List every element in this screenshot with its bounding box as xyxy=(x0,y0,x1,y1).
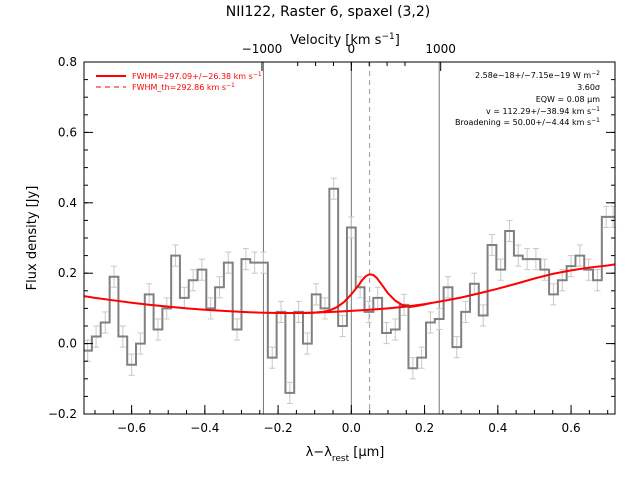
x-tick-label: 0.6 xyxy=(562,421,581,435)
x-tick-label: −0.4 xyxy=(190,421,219,435)
plot-area xyxy=(83,177,617,404)
top-tick-label: −1000 xyxy=(242,42,283,56)
legend-text-fwhm: FWHM=297.09+/−26.38 km s xyxy=(132,72,253,81)
annotation-flux: 2.58e−18+/−7.15e−19 W m−2 xyxy=(475,70,600,81)
y-axis-label: Flux density [Jy] xyxy=(25,186,40,291)
x-axis-label-main: λ−λ xyxy=(306,445,333,460)
legend-label-fwhm-th: FWHM_th=292.86 km s−1 xyxy=(132,82,235,93)
annotation-velocity: v = 112.29+/−38.94 km s−1 xyxy=(486,106,600,117)
x-tick-label: 0.0 xyxy=(342,421,361,435)
data-step-line xyxy=(84,187,615,394)
axes: −0.6 −0.4 −0.2 0.0 0.2 0.4 0.6 −0.2 0.0 0.2 0.4 0.6… xyxy=(48,42,616,435)
annotation-velocity-sup: −1 xyxy=(591,106,600,113)
legend-sup-fwhm-th: −1 xyxy=(226,82,235,89)
annotation-flux-text: 2.58e−18+/−7.15e−19 W m xyxy=(475,71,591,80)
top-axis-label-main: Velocity [km s xyxy=(290,33,382,48)
annotation-broadening-text: Broadening = 50.00+/−4.44 km s xyxy=(455,118,591,127)
annotation-sigma-text: 3.60σ xyxy=(577,83,600,92)
legend: FWHM=297.09+/−26.38 km s−1 FWHM_th=292.8… xyxy=(96,71,262,93)
continuum-model-line xyxy=(83,263,616,314)
top-axis-label-sup: −1 xyxy=(381,32,394,42)
gaussian-fit-line xyxy=(300,273,433,314)
top-axis-label: Velocity [km s−1] xyxy=(290,32,400,48)
x-axis-label-unit: [μm] xyxy=(349,445,384,460)
y-tick-label: 0.0 xyxy=(58,337,77,351)
legend-sup-fwhm: −1 xyxy=(253,71,262,78)
annotations: 2.58e−18+/−7.15e−19 W m−2 3.60σ EQW = 0.… xyxy=(455,70,600,128)
x-axis-label: λ−λrest [μm] xyxy=(306,445,385,464)
top-tick-label: 1000 xyxy=(425,42,456,56)
x-tick-label: 0.4 xyxy=(488,421,507,435)
legend-label-fwhm: FWHM=297.09+/−26.38 km s−1 xyxy=(132,71,262,82)
chart-title: NII122, Raster 6, spaxel (3,2) xyxy=(226,4,431,20)
x-tick-label: −0.6 xyxy=(117,421,146,435)
annotation-velocity-text: v = 112.29+/−38.94 km s xyxy=(486,107,591,116)
reference-lines xyxy=(262,62,440,414)
top-tick-label: 0 xyxy=(348,42,356,56)
x-tick-label: 0.2 xyxy=(415,421,434,435)
annotation-flux-sup: −2 xyxy=(591,70,600,77)
legend-text-fwhm-th: FWHM_th=292.86 km s xyxy=(132,83,226,92)
top-axis-label-end: ] xyxy=(395,33,400,48)
annotation-broadening-sup: −1 xyxy=(591,117,600,124)
annotation-broadening: Broadening = 50.00+/−4.44 km s−1 xyxy=(455,117,600,128)
y-tick-label: 0.2 xyxy=(58,266,77,280)
annotation-eqw-text: EQW = 0.08 μm xyxy=(536,95,600,104)
y-tick-label: −0.2 xyxy=(48,407,77,421)
y-tick-label: 0.4 xyxy=(58,196,77,210)
x-tick-label: −0.2 xyxy=(264,421,293,435)
y-tick-label: 0.6 xyxy=(58,125,77,139)
annotation-sigma: 3.60σ xyxy=(577,83,600,92)
y-tick-label: 0.8 xyxy=(58,55,77,69)
model-thin-line xyxy=(83,263,616,314)
x-axis-label-sub: rest xyxy=(332,454,350,464)
annotation-eqw: EQW = 0.08 μm xyxy=(536,95,600,104)
